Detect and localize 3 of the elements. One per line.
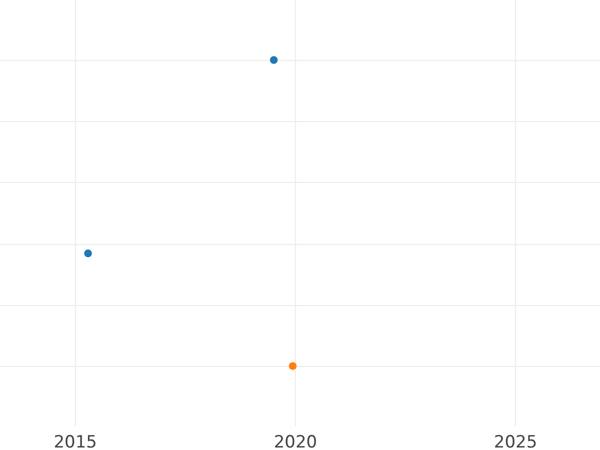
x-tick-label: 2015 [54, 432, 97, 450]
x-tick-label: 2025 [494, 432, 538, 450]
x-tick-label: 2020 [274, 432, 318, 450]
